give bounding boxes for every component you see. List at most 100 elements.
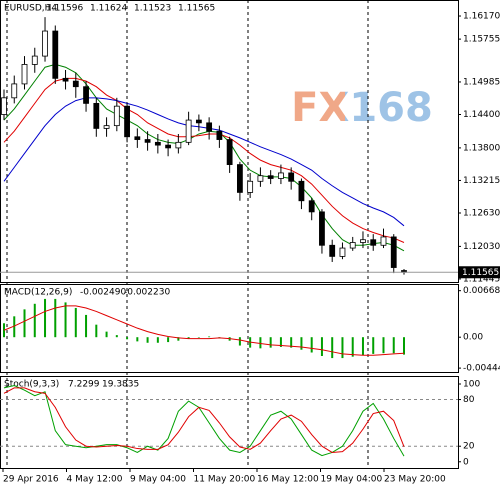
y-tick-label: 0	[463, 457, 469, 467]
candle-body	[52, 30, 59, 79]
macd-bar	[320, 337, 323, 356]
candle-body	[124, 105, 130, 138]
moving-average	[3, 77, 405, 243]
candle-body	[339, 247, 346, 257]
macd-panel	[0, 284, 459, 373]
candle-body	[154, 141, 161, 146]
macd-bar	[156, 337, 159, 343]
stoch-main	[3, 385, 405, 457]
macd-bar	[167, 337, 170, 343]
candle-body	[216, 130, 223, 140]
candle-body	[206, 122, 213, 132]
y-tick-label: 1.12630	[463, 209, 500, 219]
candle-body	[278, 172, 284, 179]
main-panel	[0, 0, 459, 283]
x-tick-label: 23 May 20:00	[384, 475, 446, 485]
candle-body	[42, 30, 48, 57]
y-tick-label: 20	[463, 442, 475, 452]
y-tick-label: -0.00444	[463, 364, 500, 374]
reading: 1.11624	[90, 4, 127, 14]
macd-bar	[13, 316, 16, 338]
candle-body	[236, 164, 243, 193]
candle-body	[226, 139, 233, 165]
macd-bar	[64, 302, 67, 338]
x-tick-label: 16 May 12:00	[257, 475, 319, 485]
panel-title: MACD(12,26,9)	[4, 288, 72, 298]
reading: 1.11523	[134, 4, 171, 14]
y-tick-label: 100	[463, 380, 480, 390]
candle-body	[134, 136, 141, 140]
candle-body	[370, 239, 377, 246]
candle-body	[103, 125, 110, 129]
macd-bar	[361, 337, 364, 356]
reading: 7.2299	[68, 380, 100, 390]
candle-body	[380, 236, 387, 246]
macd-bar	[208, 336, 211, 338]
candle-body	[349, 242, 356, 249]
macd-bar	[403, 337, 405, 355]
last-price-label: 1.11565	[462, 268, 499, 278]
candle-body	[144, 139, 151, 143]
candle-body	[308, 200, 315, 213]
macd-bar	[392, 337, 395, 354]
y-tick-label: 0.006684	[463, 286, 500, 296]
macd-bar	[372, 337, 375, 354]
candle-body	[113, 105, 120, 127]
macd-bar	[146, 337, 149, 343]
candle-body	[175, 141, 182, 149]
macd-bar	[54, 298, 57, 338]
macd-bar	[74, 307, 77, 338]
macd-bar	[95, 324, 98, 338]
x-tick-label: 29 Apr 2016	[3, 475, 59, 485]
macd-bar	[187, 337, 190, 339]
candle-body	[62, 77, 69, 82]
candle-body	[83, 86, 89, 104]
candle-body	[288, 172, 295, 182]
x-tick-label: 19 May 04:00	[321, 475, 383, 485]
macd-bar	[44, 298, 47, 338]
watermark: FX168	[291, 85, 433, 131]
macd-bar	[238, 337, 241, 346]
candle-body	[390, 236, 397, 268]
candle-body	[257, 175, 264, 182]
y-tick-label: 1.11445	[463, 274, 500, 284]
candle-body	[195, 119, 202, 124]
x-tick-label: 9 May 04:00	[130, 475, 186, 485]
macd-bar	[351, 337, 354, 357]
candle-body	[21, 64, 28, 85]
stoch-panel	[0, 376, 459, 469]
reading: 1.11596	[46, 4, 83, 14]
reading: 19.3835	[102, 380, 139, 390]
macd-bar	[279, 337, 282, 347]
macd-bar	[85, 314, 88, 338]
macd-bar	[126, 337, 129, 340]
candle-body	[298, 180, 305, 202]
macd-bar	[177, 337, 180, 341]
reading: -0.002490	[80, 288, 126, 298]
moving-average	[3, 63, 405, 252]
y-tick-label: 1.15755	[463, 35, 500, 45]
candle-body	[93, 102, 100, 129]
macd-bar	[269, 337, 272, 348]
y-tick-label: 1.14985	[463, 77, 500, 87]
macd-bar	[33, 303, 36, 338]
panel-title: EURUSD,H4	[4, 4, 57, 14]
signal-line	[3, 305, 405, 356]
candle-body	[165, 144, 172, 149]
candle-body	[329, 244, 336, 257]
macd-bar	[197, 337, 200, 338]
candle-body	[247, 180, 254, 193]
candle-body	[31, 55, 38, 65]
candle-body	[72, 80, 79, 88]
y-tick-label: 1.14400	[463, 110, 500, 120]
macd-bar	[331, 337, 334, 359]
x-tick-label: 11 May 20:00	[194, 475, 256, 485]
y-tick-label: 1.16170	[463, 12, 500, 22]
macd-bar	[259, 337, 262, 349]
candle-body	[267, 175, 274, 179]
y-tick-label: 0.00	[463, 333, 483, 343]
y-tick-label: 1.13215	[463, 176, 500, 186]
separators	[6, 0, 369, 468]
reading: 1.11565	[178, 4, 215, 14]
reading: -0.002230	[124, 288, 170, 298]
